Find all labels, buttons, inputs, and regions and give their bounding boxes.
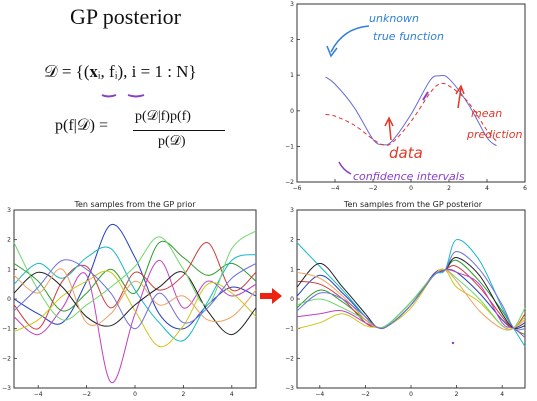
y-tick-label: 3 (290, 1, 294, 8)
y-tick-label: −2 (285, 179, 294, 186)
series-line-2 (325, 82, 497, 146)
y-tick-label: 1 (290, 72, 294, 79)
annotation-blue-arrow (330, 25, 370, 53)
x-tick-label: 2 (181, 391, 185, 398)
handwritten-underline (101, 94, 145, 98)
x-tick-label: 4 (230, 391, 234, 398)
bayes-numerator: p(𝒟|f)p(f) (135, 109, 191, 124)
y-tick-label: −1 (2, 326, 11, 333)
y-tick-label: 0 (7, 296, 11, 303)
annotation-prediction: prediction (466, 128, 522, 141)
arrow-head-icon (455, 84, 465, 95)
series-line-4 (13, 246, 257, 342)
x-tick-label: 2 (447, 185, 451, 192)
data-mark (451, 341, 455, 345)
y-tick-label: −2 (2, 355, 11, 362)
y-tick-label: 1 (7, 266, 11, 273)
x-tick-label: −6 (293, 185, 302, 192)
x-tick-label: −2 (361, 391, 370, 398)
gp-posterior-chart: Ten samples from the GP posterior −4 −2 0 2… (285, 200, 526, 398)
series-line-2 (13, 240, 257, 312)
y-tick-label: −1 (285, 143, 294, 150)
series-line-9 (13, 268, 257, 326)
x-tick-label: 6 (523, 185, 527, 192)
y-tick-label: 0 (290, 296, 294, 303)
y-tick-label: 3 (7, 207, 11, 214)
annotation-true-function: true function (373, 30, 444, 43)
x-tick-label: 4 (485, 185, 489, 192)
annotation-red-arrow-mean (457, 87, 462, 109)
y-tick-label: −3 (2, 385, 11, 392)
arrow-head-icon (326, 45, 338, 58)
x-tick-label: 4 (500, 391, 504, 398)
fraction-bar (133, 130, 225, 131)
annotation-red-arrow-data (388, 119, 392, 141)
true-function-chart: −6 −4 −2 0 2 4 6 −2 −1 0 1 2 3 unknown true function… (285, 1, 527, 192)
y-tick-label: 2 (290, 37, 294, 44)
x-tick-label: −4 (34, 391, 43, 398)
x-tick-label: −2 (369, 185, 378, 192)
arrow-head-icon (384, 116, 394, 127)
series-line-10 (13, 259, 257, 330)
annotation-purple-arrow (338, 161, 352, 175)
y-tick-label: 2 (290, 237, 294, 244)
y-tick-label: −1 (285, 326, 294, 333)
plot-frame (296, 209, 526, 389)
annotation-unknown: unknown (369, 12, 419, 25)
annotation-confidence-intervals: confidence intervals (353, 170, 465, 183)
y-tick-label: 3 (290, 207, 294, 214)
dataset-equation: 𝒟 = {(𝐱ᵢ, fᵢ), i = 1 : N} (44, 62, 197, 81)
series-line-1 (13, 223, 257, 330)
x-tick-label: −2 (82, 391, 91, 398)
data-mark (422, 91, 429, 101)
chart-title: Ten samples from the GP prior (73, 200, 196, 209)
x-tick-label: 0 (133, 391, 137, 398)
bayes-equation-lhs: p(f|𝒟) = (55, 117, 108, 134)
y-tick-label: −3 (285, 385, 294, 392)
series-line-7 (13, 271, 257, 336)
annotation-data: data (389, 144, 423, 162)
chart-title: Ten samples from the GP posterior (343, 200, 483, 209)
series-line-8 (13, 230, 257, 321)
x-tick-label: −4 (331, 185, 340, 192)
series-line-10 (296, 250, 526, 331)
x-tick-label: −4 (315, 391, 324, 398)
series-line-1 (325, 74, 497, 147)
x-tick-label: 0 (409, 185, 413, 192)
series-line-6 (13, 270, 257, 348)
y-tick-label: −2 (285, 355, 294, 362)
y-tick-label: 1 (290, 266, 294, 273)
x-tick-label: 0 (409, 391, 413, 398)
series-line-3 (13, 242, 257, 330)
y-tick-label: 2 (7, 237, 11, 244)
y-tick-label: 0 (290, 108, 294, 115)
series-line-8 (296, 269, 526, 331)
red-arrow-icon (260, 288, 282, 304)
x-tick-label: 2 (455, 391, 459, 398)
annotation-mean: mean (471, 107, 502, 120)
series-line-5 (13, 259, 257, 383)
bayes-denominator: p(𝒟) (158, 134, 186, 149)
plot-frame (296, 3, 526, 183)
gp-prior-chart: Ten samples from the GP prior −4 −2 0 2 4 −3 −… (2, 200, 257, 398)
slide-title: GP posterior (70, 4, 182, 29)
